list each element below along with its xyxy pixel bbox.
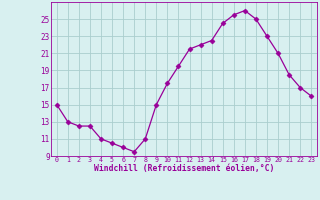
X-axis label: Windchill (Refroidissement éolien,°C): Windchill (Refroidissement éolien,°C)	[94, 164, 274, 173]
